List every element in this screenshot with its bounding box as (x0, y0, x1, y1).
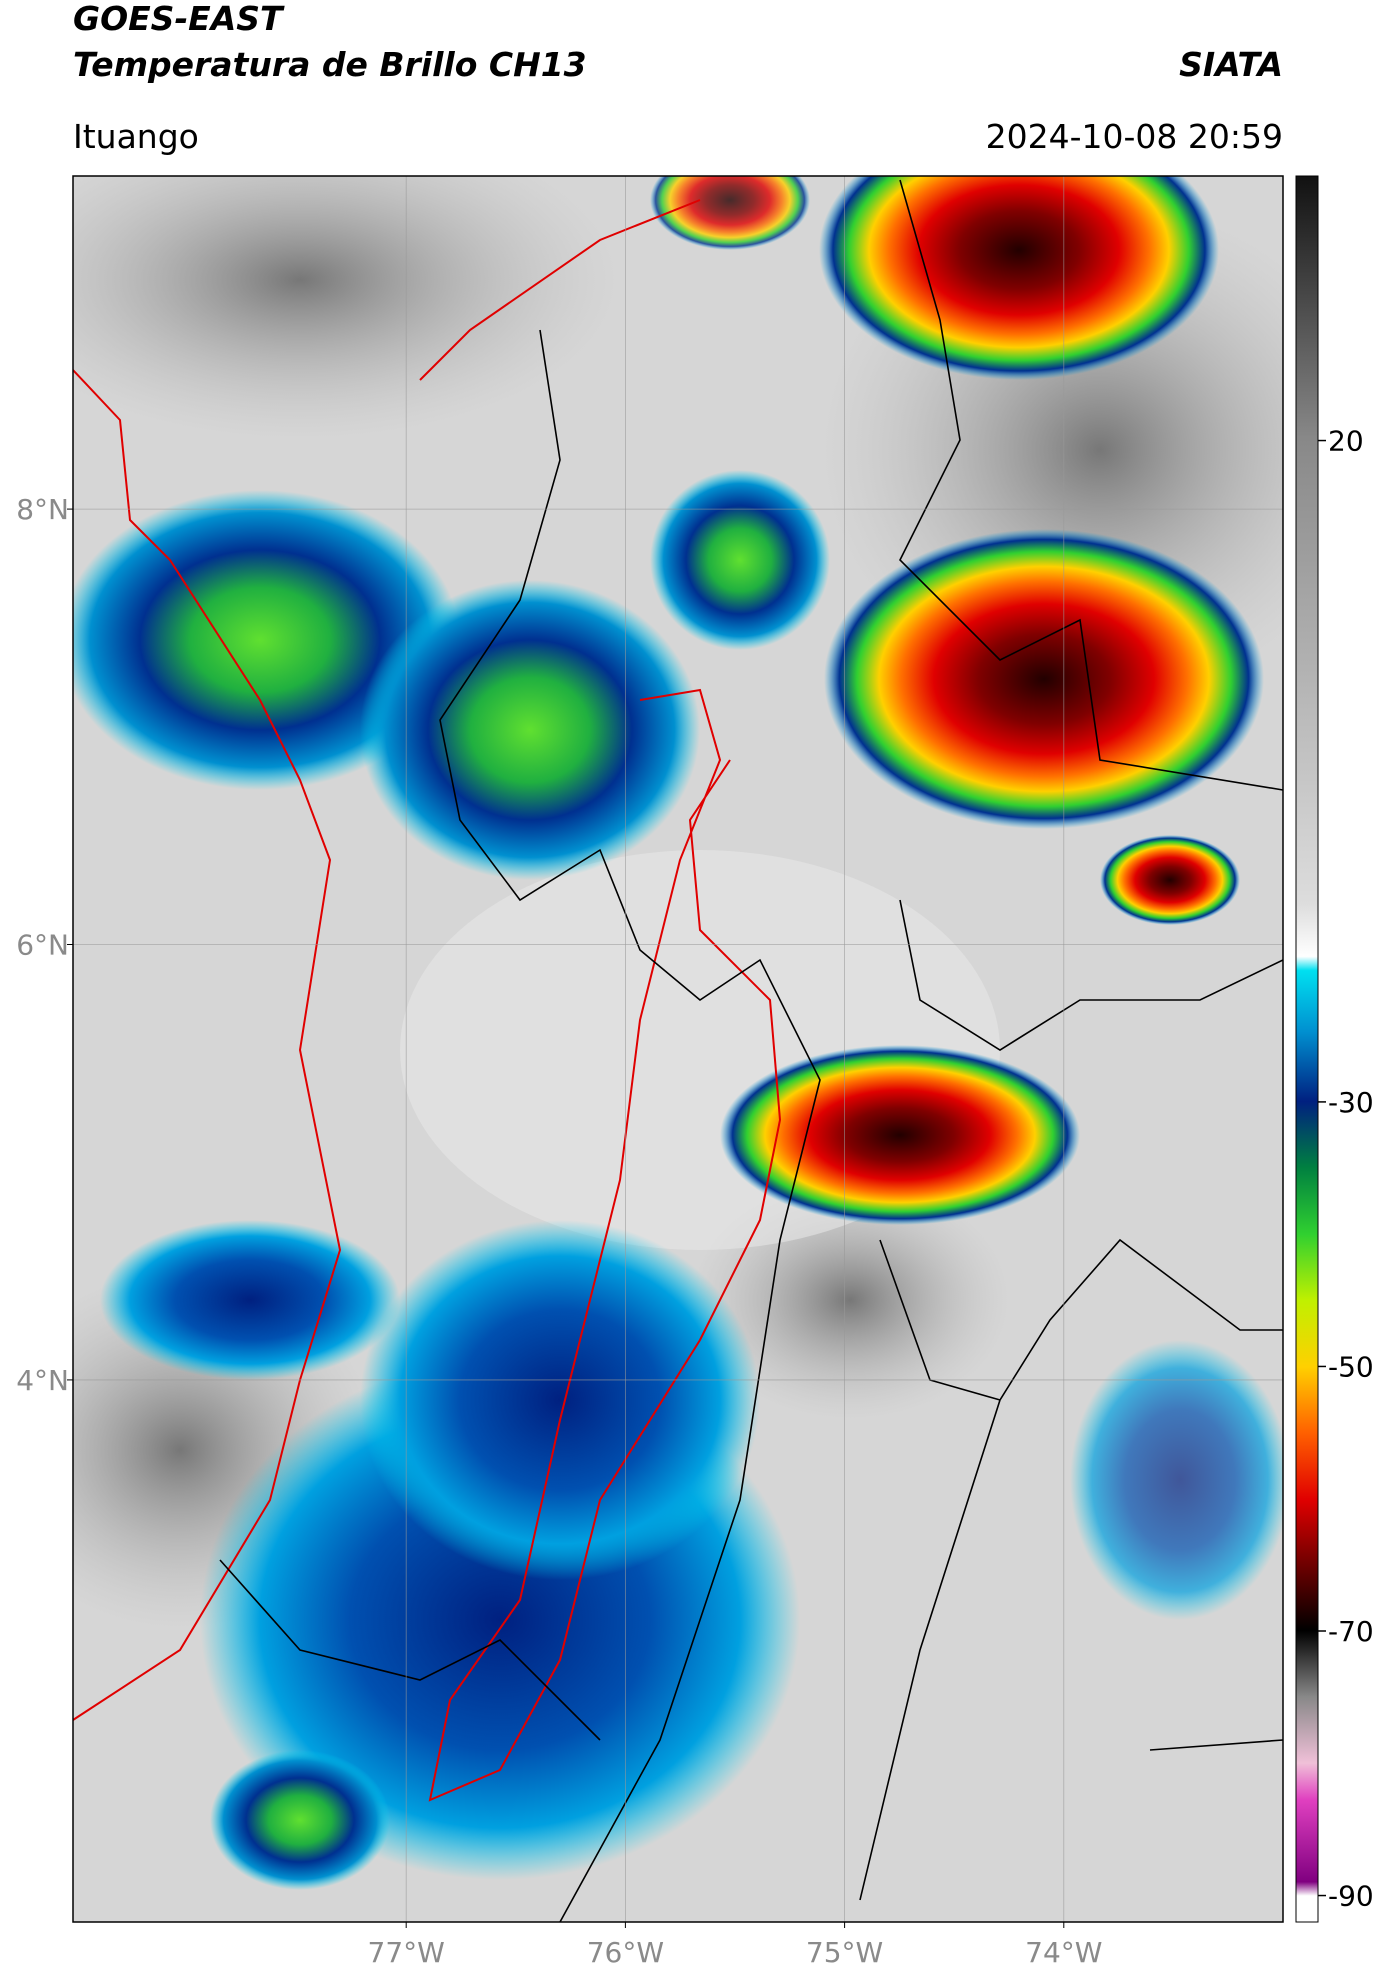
map-frame (72, 175, 1284, 1923)
timestamp: 2024-10-08 20:59 (986, 117, 1283, 156)
colorbar-tick-label: -30 (1328, 1086, 1374, 1119)
x-tick-label: 77°W (368, 1936, 445, 1969)
colorbar-tick-label: -70 (1328, 1615, 1374, 1648)
title: GOES-EAST (73, 0, 285, 38)
x-tick-label: 76°W (587, 1936, 664, 1969)
x-tick-label: 74°W (1025, 1936, 1102, 1969)
colorbar-tick-label: -90 (1328, 1880, 1374, 1913)
location: Ituango (73, 117, 199, 156)
x-tick-label: 75°W (806, 1936, 883, 1969)
colorbar (1295, 175, 1319, 1923)
colorbar-tick-label: -50 (1328, 1350, 1374, 1383)
graticule (73, 176, 1283, 1922)
source: SIATA (1179, 45, 1283, 84)
satellite-image (73, 176, 1283, 1922)
colorbar-tick-label: 20 (1328, 425, 1364, 458)
y-tick-label: 8°N (16, 493, 69, 526)
subtitle: Temperatura de Brillo CH13 (73, 45, 587, 84)
y-tick-label: 4°N (16, 1364, 69, 1397)
y-tick-label: 6°N (16, 929, 69, 962)
